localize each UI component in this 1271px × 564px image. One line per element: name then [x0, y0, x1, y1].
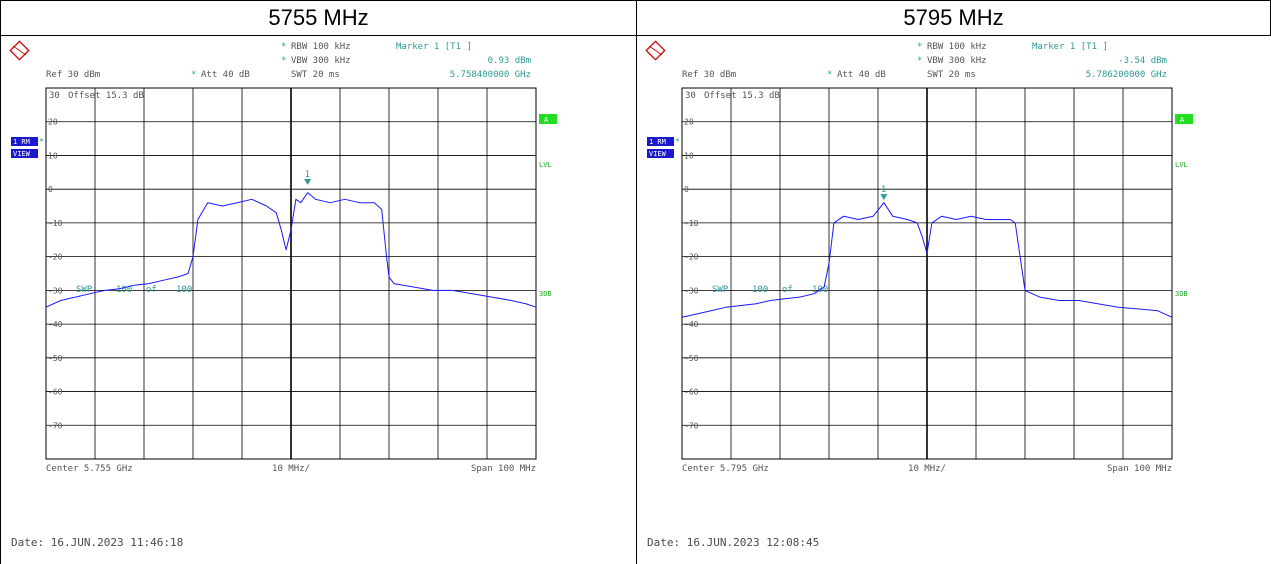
- swt-label: SWT 20 ms: [927, 70, 976, 80]
- trace-star: *: [675, 137, 680, 146]
- marker-frequency: 5.786200000 GHz: [1086, 70, 1167, 80]
- y-tick-label: -50: [684, 354, 699, 363]
- trace-star: *: [39, 137, 44, 146]
- spectrum-plot: * RBW 100 kHz * VBW 300 kHz SWT 20 ms Marker …: [9, 40, 557, 474]
- y-tick-label: -30: [48, 286, 63, 295]
- a-label: A: [1180, 116, 1185, 124]
- a-label: A: [544, 116, 549, 124]
- division-label: 10 MHz/: [272, 464, 310, 474]
- panel-title: 5755 MHz: [268, 5, 369, 30]
- table-header-divider: [0, 35, 1271, 36]
- table-border-top: [0, 0, 1271, 1]
- y-tick-label: -40: [684, 320, 699, 329]
- y-tick-label: 0: [48, 185, 53, 194]
- panel-title: 5795 MHz: [903, 5, 1004, 30]
- marker-title: Marker 1 [T1 ]: [1032, 42, 1108, 52]
- y-tick-label: -50: [48, 354, 63, 363]
- y-tick-label: -10: [684, 219, 699, 228]
- marker-triangle: [304, 179, 312, 186]
- y-tick-label: -60: [684, 388, 699, 397]
- y-tick-label: 0: [684, 185, 689, 194]
- span-label: Span 100 MHz: [471, 464, 536, 474]
- spectrum-trace: [681, 202, 1173, 318]
- swp-label: SWP: [712, 285, 729, 295]
- y-tick-label: -30: [684, 286, 699, 295]
- y-tick-label: -20: [684, 253, 699, 262]
- y-tick-label: -60: [48, 388, 63, 397]
- marker-number: 1: [881, 185, 886, 195]
- rbw-star: *: [917, 42, 922, 52]
- vbw-label: VBW 300 kHz: [291, 56, 351, 66]
- span-label: Span 100 MHz: [1107, 464, 1172, 474]
- y-tick-label: 20: [684, 118, 694, 127]
- swp-total: 100: [176, 285, 192, 295]
- rs-logo-stripe: [12, 45, 27, 56]
- vbw-star: *: [917, 56, 922, 66]
- view-box: [647, 149, 674, 158]
- rbw-label: RBW 100 kHz: [291, 42, 351, 52]
- vbw-star: *: [281, 56, 286, 66]
- ref-level: Ref 30 dBm: [682, 70, 736, 80]
- table-column-divider: [636, 0, 637, 564]
- y-tick-label: -10: [48, 219, 63, 228]
- view-label: VIEW: [13, 150, 31, 158]
- att-star: *: [827, 70, 832, 80]
- spectrum-panel-left: * RBW 100 kHz * VBW 300 kHz SWT 20 ms Marker …: [1, 36, 634, 564]
- swp-label: SWP: [76, 285, 93, 295]
- y-tick-label: 10: [684, 151, 694, 160]
- spectrum-panel-right: * RBW 100 kHz * VBW 300 kHz SWT 20 ms Marker …: [637, 36, 1270, 564]
- three-db-label: 3DB: [1175, 290, 1188, 298]
- swp-count: 100: [116, 285, 132, 295]
- three-db-label: 3DB: [539, 290, 552, 298]
- attenuation: Att 40 dB: [837, 70, 886, 80]
- rs-logo-stripe: [648, 45, 663, 56]
- spectrum-plot: * RBW 100 kHz * VBW 300 kHz SWT 20 ms Marker …: [645, 40, 1193, 474]
- view-box: [11, 149, 38, 158]
- center-frequency: Center 5.755 GHz: [46, 464, 133, 474]
- spectrum-trace: [45, 192, 537, 308]
- y-tick-label: 30: [685, 91, 696, 101]
- offset-label: Offset 15.3 dB: [704, 91, 780, 101]
- vbw-label: VBW 300 kHz: [927, 56, 987, 66]
- y-tick-label: -40: [48, 320, 63, 329]
- swp-of: of: [782, 285, 793, 295]
- a-box: [539, 114, 557, 124]
- swt-label: SWT 20 ms: [291, 70, 340, 80]
- trace-label: 1 RM: [649, 138, 666, 146]
- lvl-label: LVL: [539, 161, 552, 169]
- division-label: 10 MHz/: [908, 464, 946, 474]
- swp-count: 100: [752, 285, 768, 295]
- attenuation: Att 40 dB: [201, 70, 250, 80]
- marker-frequency: 5.758400000 GHz: [450, 70, 531, 80]
- marker-level: -3.54 dBm: [1118, 56, 1167, 66]
- table-border-left: [0, 0, 1, 564]
- marker-number: 1: [305, 170, 310, 180]
- y-tick-label: 10: [48, 151, 58, 160]
- center-frequency: Center 5.795 GHz: [682, 464, 769, 474]
- marker-triangle: [880, 194, 888, 201]
- swp-of: of: [146, 285, 157, 295]
- y-tick-label: -70: [48, 421, 63, 430]
- y-tick-label: -70: [684, 421, 699, 430]
- date-stamp: Date: 16.JUN.2023 11:46:18: [11, 536, 184, 549]
- ref-level: Ref 30 dBm: [46, 70, 100, 80]
- offset-label: Offset 15.3 dB: [68, 91, 144, 101]
- y-tick-label: 20: [48, 118, 58, 127]
- date-stamp: Date: 16.JUN.2023 12:08:45: [647, 536, 820, 549]
- rbw-label: RBW 100 kHz: [927, 42, 987, 52]
- y-tick-label: 30: [49, 91, 60, 101]
- view-label: VIEW: [649, 150, 667, 158]
- marker-level: 0.93 dBm: [488, 56, 531, 66]
- att-star: *: [191, 70, 196, 80]
- rbw-star: *: [281, 42, 286, 52]
- trace-label: 1 RM: [13, 138, 30, 146]
- lvl-label: LVL: [1175, 161, 1188, 169]
- marker-title: Marker 1 [T1 ]: [396, 42, 472, 52]
- a-box: [1175, 114, 1193, 124]
- trace-box: [11, 137, 38, 146]
- y-tick-label: -20: [48, 253, 63, 262]
- trace-box: [647, 137, 674, 146]
